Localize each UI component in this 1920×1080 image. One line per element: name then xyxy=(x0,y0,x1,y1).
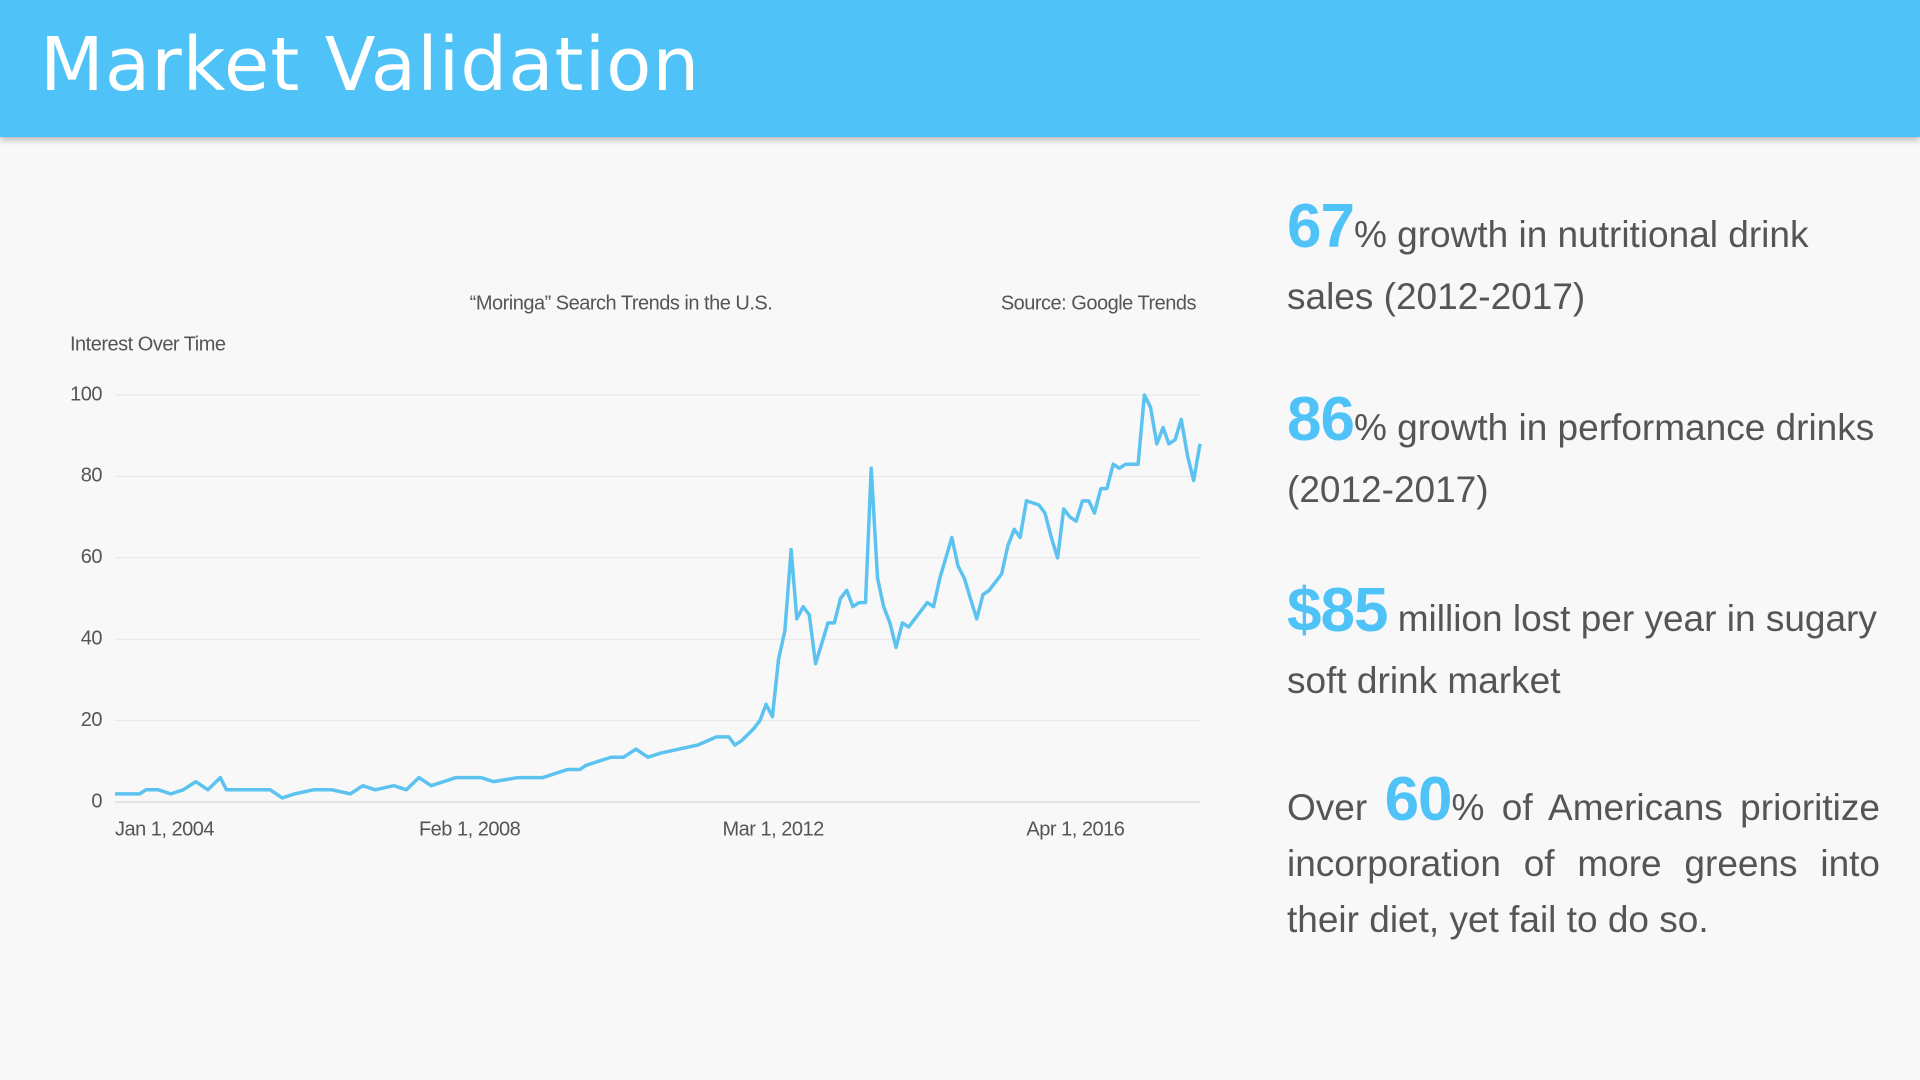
x-tick-label: Apr 1, 2016 xyxy=(1026,818,1124,840)
y-axis-label: Interest Over Time xyxy=(70,333,226,355)
y-tick-label: 60 xyxy=(81,546,103,568)
x-tick-label: Jan 1, 2004 xyxy=(115,818,214,840)
header: Market Validation xyxy=(0,0,1920,137)
stat-figure: 67 xyxy=(1287,192,1355,261)
x-tick-label: Feb 1, 2008 xyxy=(419,818,521,840)
chart: “Moringa” Search Trends in the U.S. Sourc… xyxy=(70,292,1202,840)
stat-text: million lost per year in sugary soft dri… xyxy=(1287,598,1877,701)
y-tick-label: 40 xyxy=(81,627,103,649)
y-tick-label: 20 xyxy=(81,709,103,731)
stat-figure: 60 xyxy=(1384,765,1453,834)
stat-text: % growth in performance drinks (2012-201… xyxy=(1287,407,1875,510)
stat-text: % of Americans prioritize incorporation … xyxy=(1287,787,1880,940)
stat: 67% growth in nutritional drink sales (2… xyxy=(1287,196,1880,328)
chart-title: “Moringa” Search Trends in the U.S. xyxy=(470,292,773,314)
trend-line xyxy=(115,393,1202,800)
stat-text: Over xyxy=(1287,787,1385,828)
stat-figure: 86 xyxy=(1287,385,1355,454)
y-tick-label: 100 xyxy=(70,383,102,405)
chart-source: Source: Google Trends xyxy=(1001,292,1197,314)
x-tick-label: Mar 1, 2012 xyxy=(722,818,824,840)
y-tick-label: 80 xyxy=(81,465,103,487)
stat: $85 million lost per year in sugary soft… xyxy=(1287,580,1880,712)
stat-figure: $85 xyxy=(1287,576,1388,645)
stat-text: % growth in nutritional drink sales (201… xyxy=(1287,214,1809,317)
slide-title: Market Validation xyxy=(40,22,701,108)
stat: Over 60% of Americans prioritize incorpo… xyxy=(1287,769,1880,948)
y-tick-label: 0 xyxy=(91,790,102,812)
stat: 86% growth in performance drinks (2012-2… xyxy=(1287,389,1880,521)
